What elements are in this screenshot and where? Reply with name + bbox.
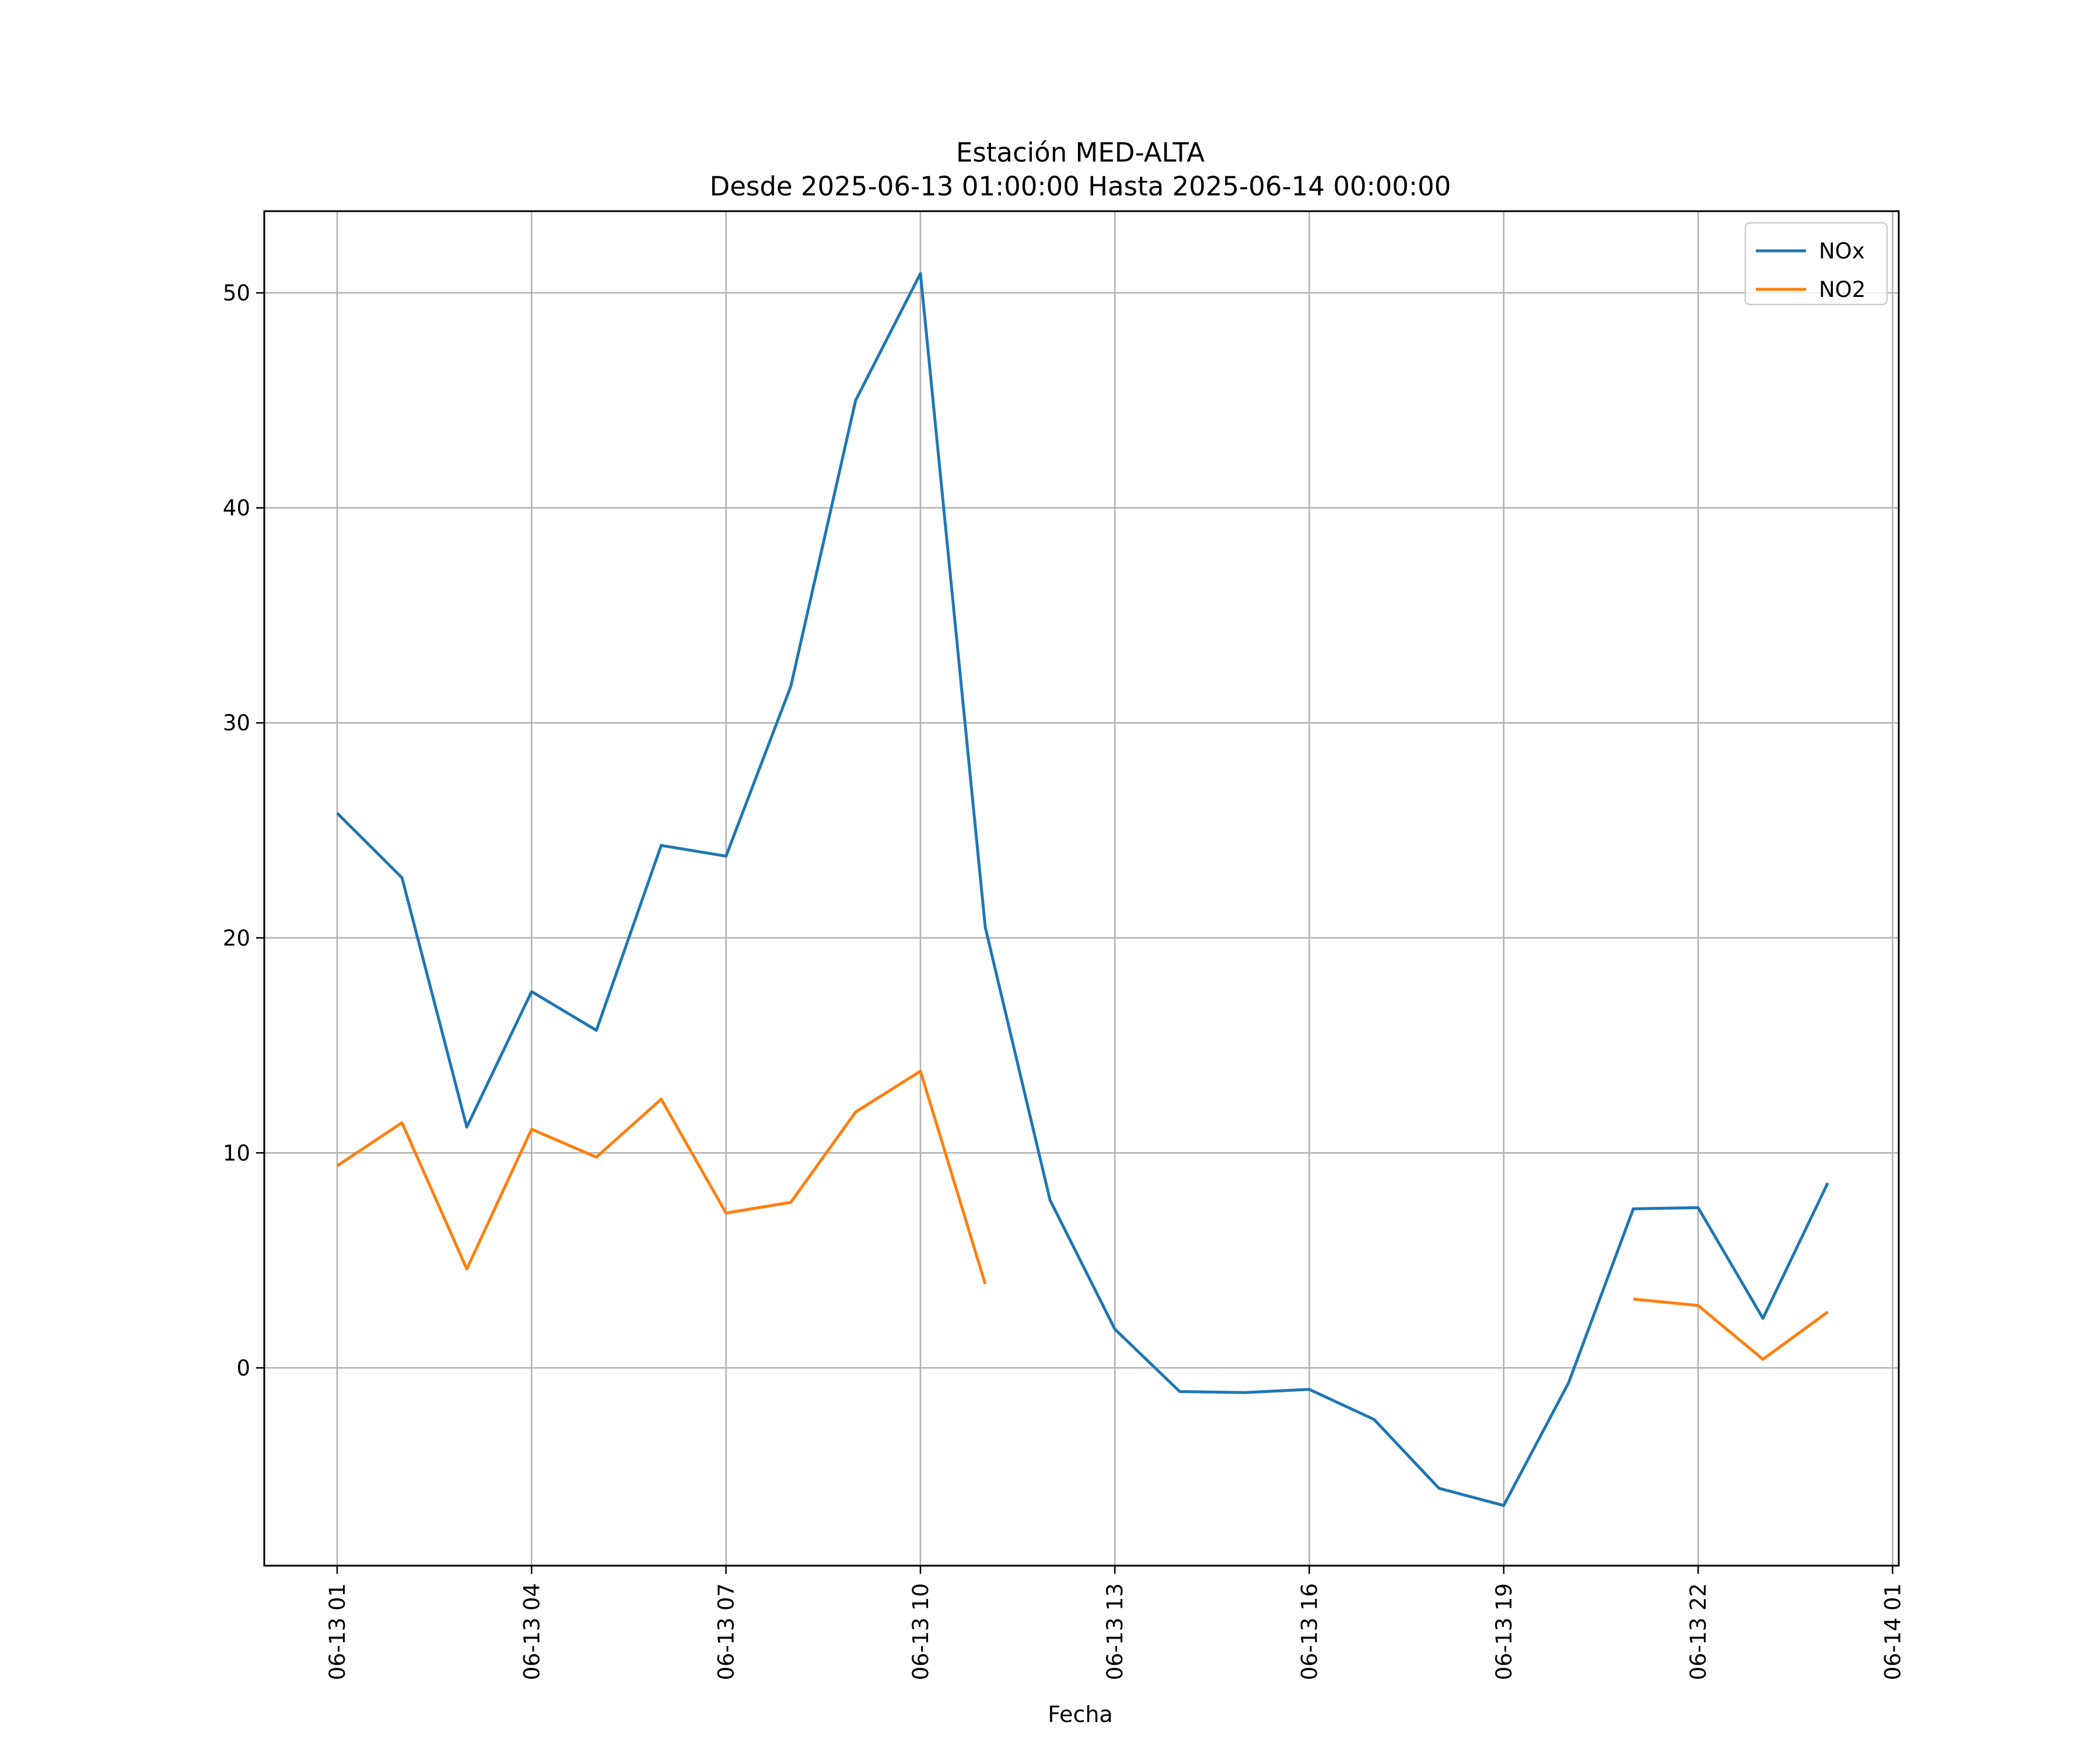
axis-ticks: 06-13 01 06-13 04 06-13 07 06-13 10 06-13 13… [223,281,1905,1680]
x-tick-label: 06-13 04 [519,1583,544,1680]
series-line-nox [336,272,1829,1507]
x-tick-label: 06-13 10 [908,1583,933,1680]
y-tick-label: 50 [223,281,250,306]
grid-lines [264,211,1899,1566]
x-tick-label: 06-13 16 [1297,1583,1322,1680]
series-line-no2 [336,1069,1829,1361]
y-tick-label: 0 [236,1356,250,1381]
legend: NOx NO2 [1744,222,1888,306]
legend-label-no2: NO2 [1819,277,1866,302]
y-tick-label: 30 [223,710,250,736]
x-tick-label: 06-13 01 [325,1583,350,1680]
chart-subtitle: Desde 2025-06-13 01:00:00 Hasta 2025-06-… [710,171,1451,202]
x-tick-label: 06-13 07 [714,1583,739,1680]
chart-title: Estación MED-ALTA [956,137,1205,168]
y-tick-label: 20 [223,926,250,951]
x-tick-label: 06-14 01 [1880,1583,1905,1680]
legend-frame [1744,222,1888,306]
x-axis-label: Fecha [1048,1702,1112,1727]
legend-label-nox: NOx [1819,239,1865,264]
x-tick-label: 06-13 13 [1102,1583,1128,1680]
y-tick-label: 40 [223,496,250,521]
series-lines [336,272,1829,1507]
plot-frame [263,210,1900,1567]
x-tick-label: 06-13 22 [1686,1583,1711,1680]
y-tick-label: 10 [223,1140,250,1166]
x-tick-label: 06-13 19 [1492,1583,1517,1680]
